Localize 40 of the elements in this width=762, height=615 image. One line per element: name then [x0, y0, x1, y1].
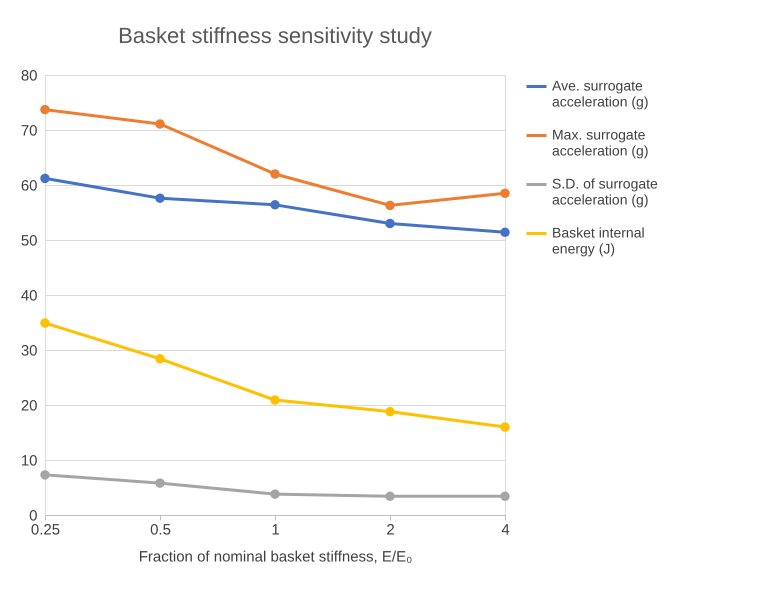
x-tick-label: 2 [386, 522, 395, 538]
chart-title: Basket stiffness sensitivity study [118, 23, 432, 48]
point [270, 489, 280, 499]
point [155, 478, 165, 488]
x-tick-label: 0.25 [30, 522, 60, 538]
point [385, 406, 395, 416]
x-tick-label: 0.5 [150, 522, 171, 538]
point [40, 470, 50, 480]
x-axis-title: Fraction of nominal basket stiffness, E/E₀ [138, 548, 412, 566]
point [500, 422, 510, 432]
point [270, 200, 280, 210]
legend-label: Max. surrogate acceleration (g) [552, 126, 648, 158]
point [500, 188, 510, 198]
point [270, 395, 280, 405]
y-tick-label: 10 [20, 452, 38, 470]
point [500, 492, 510, 502]
point [40, 174, 50, 184]
y-tick-label: 60 [20, 178, 38, 194]
y-tick-label: 40 [20, 288, 38, 304]
point [155, 193, 165, 203]
point [155, 354, 165, 364]
y-tick-label: 80 [20, 68, 38, 84]
x-tick-label: 4 [501, 522, 510, 538]
point [385, 218, 395, 228]
point [155, 119, 165, 129]
point [270, 169, 280, 179]
point [40, 318, 50, 328]
x-tick-label: 1 [271, 522, 280, 538]
legend-label: Basket internal energy (J) [552, 224, 645, 256]
legend-label: Ave. surrogate acceleration (g) [552, 78, 648, 110]
point [500, 228, 510, 238]
y-tick-label: 30 [20, 342, 38, 360]
y-tick-label: 70 [20, 122, 38, 140]
point [385, 492, 395, 502]
point [40, 104, 50, 114]
y-tick-label: 0 [29, 508, 38, 524]
y-tick-label: 20 [20, 398, 38, 414]
legend-label: S.D. of surrogate acceleration (g) [552, 176, 658, 208]
y-tick-label: 50 [20, 232, 38, 250]
point [385, 200, 395, 210]
